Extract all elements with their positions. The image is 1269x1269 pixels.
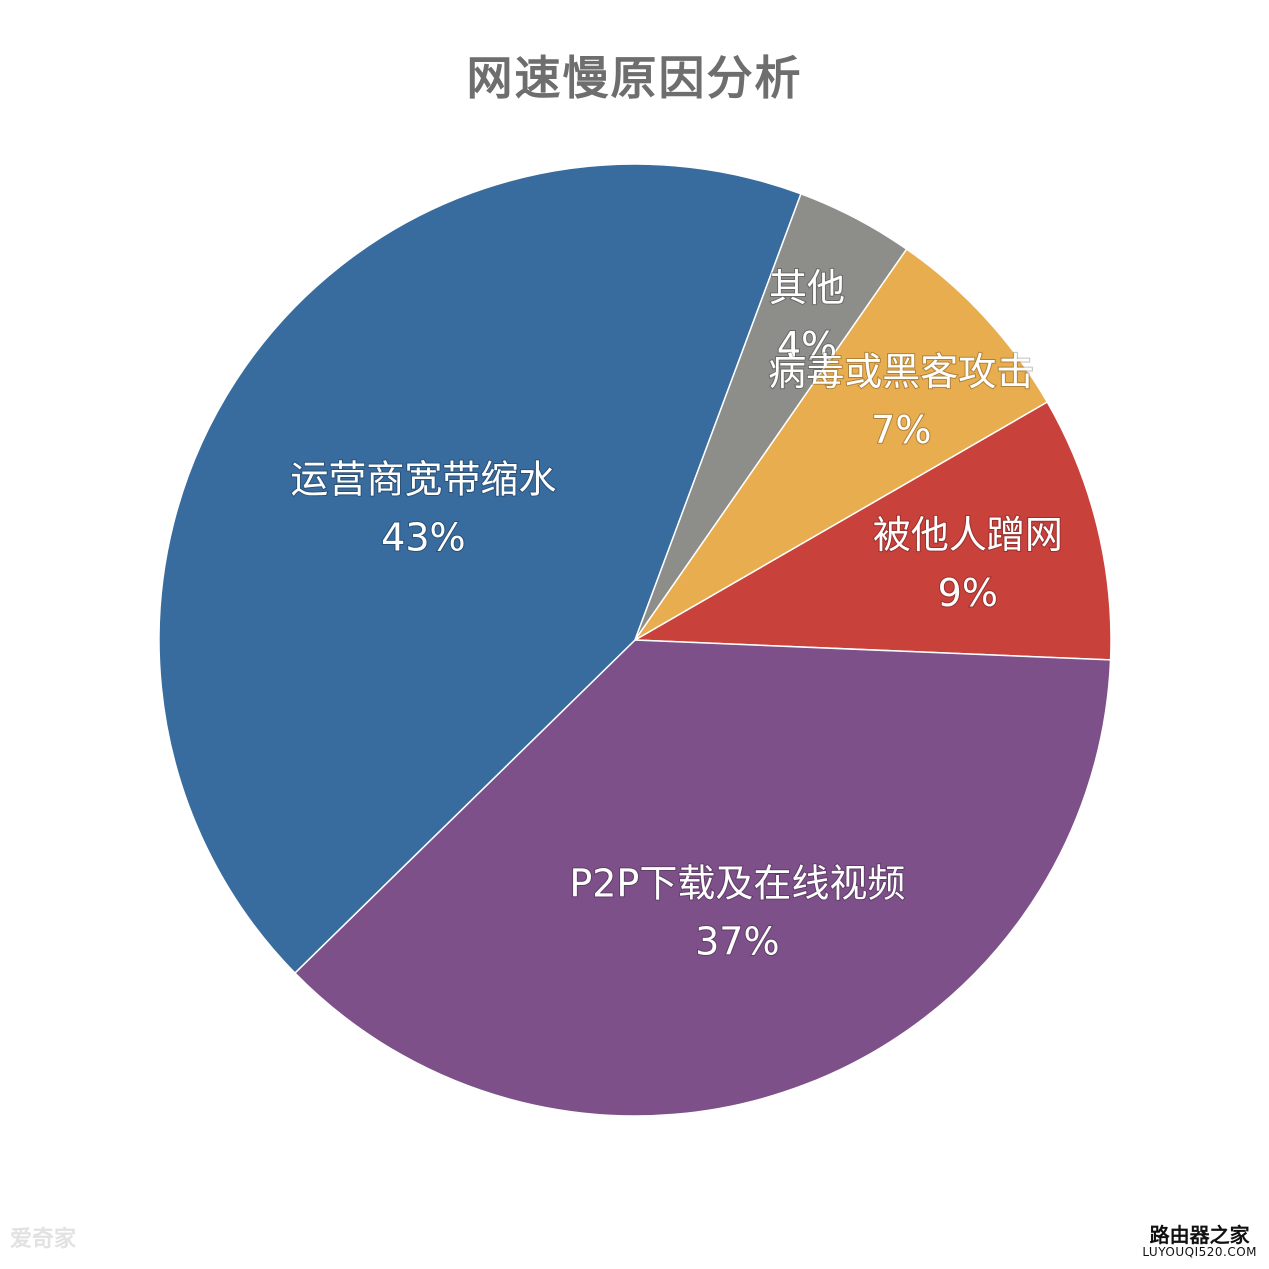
- slice-label-4: 病毒或黑客攻击: [768, 350, 1034, 394]
- watermark-right-en: LUYOUQI520.COM: [1142, 1245, 1257, 1260]
- watermark-right-cn: 路由器之家: [1149, 1223, 1250, 1248]
- slice-value-0: 9%: [938, 571, 998, 615]
- slice-value-3: 4%: [777, 324, 837, 368]
- watermark-left: 爱奇家: [10, 1227, 77, 1252]
- watermark-right: 路由器之家 LUYOUQI520.COM: [1142, 1225, 1257, 1259]
- slice-label-3: 其他: [769, 266, 845, 310]
- slice-value-1: 37%: [695, 920, 779, 964]
- slice-value-2: 43%: [381, 516, 465, 560]
- pie-slice-4: [634, 248, 1049, 641]
- pie-slice-1: [293, 639, 1112, 1117]
- pie-slice-0: [632, 400, 1112, 661]
- slice-label-2: 运营商宽带缩水: [290, 458, 556, 502]
- pie-slice-2: [158, 163, 802, 975]
- slice-label-1: P2P下载及在线视频: [569, 862, 905, 906]
- slice-label-0: 被他人蹭网: [873, 513, 1063, 557]
- slice-value-4: 7%: [871, 408, 931, 452]
- chart-title: 网速慢原因分析: [466, 51, 803, 105]
